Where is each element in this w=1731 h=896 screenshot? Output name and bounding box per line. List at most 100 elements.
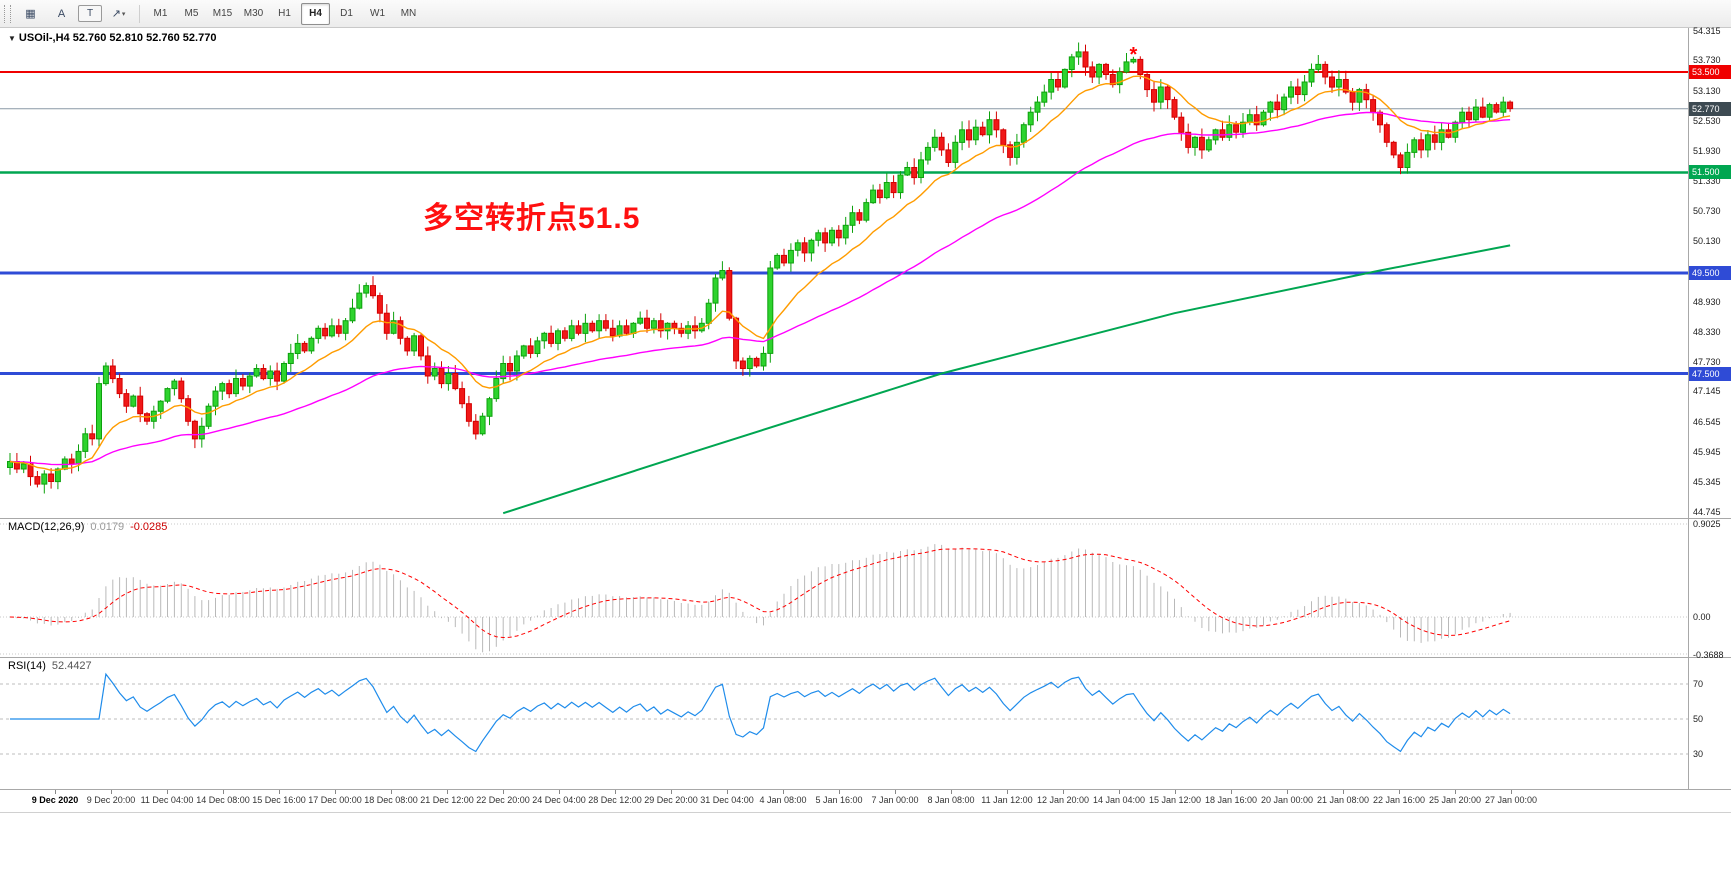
horizontal-level-lines[interactable] — [0, 71, 1688, 375]
time-label: 22 Jan 16:00 — [1372, 795, 1426, 805]
time-axis-tick — [279, 790, 280, 794]
time-label: 21 Jan 08:00 — [1316, 795, 1370, 805]
time-label: 27 Jan 00:00 — [1484, 795, 1538, 805]
macd-scale-tick: 0.9025 — [1693, 519, 1721, 529]
symbol-ohlc-text: USOil-,H4 52.760 52.810 52.760 52.770 — [18, 32, 217, 44]
rsi-name: RSI(14) — [8, 660, 46, 672]
level-price-badge: 47.500 — [1689, 367, 1731, 381]
time-label: 21 Dec 12:00 — [420, 795, 474, 805]
macd-label: MACD(12,26,9) 0.0179 -0.0285 — [8, 521, 167, 533]
time-label: 24 Dec 04:00 — [532, 795, 586, 805]
time-label: 4 Jan 08:00 — [759, 795, 807, 805]
symbol-readout: ▼ USOil-,H4 52.760 52.810 52.760 52.770 — [8, 32, 216, 44]
time-axis-tick — [951, 790, 952, 794]
rsi-label: RSI(14) 52.4427 — [8, 660, 92, 672]
time-axis-tick — [615, 790, 616, 794]
macd-histogram — [16, 544, 1511, 653]
level-price-badge: 51.500 — [1689, 165, 1731, 179]
cursor-tool-icon[interactable]: A — [57, 7, 66, 20]
tf-button-M15[interactable]: M15 — [212, 8, 233, 19]
collapse-arrow-icon[interactable]: ▼ — [8, 34, 16, 43]
price-tick: 51.330 — [1693, 176, 1721, 186]
time-axis-tick — [1063, 790, 1064, 794]
tf-button-M5[interactable]: M5 — [184, 8, 199, 19]
price-tick: 45.945 — [1693, 447, 1721, 457]
time-label: 18 Dec 08:00 — [364, 795, 418, 805]
toolbar-separator — [139, 4, 140, 23]
tf-button-D1[interactable]: D1 — [340, 8, 353, 19]
time-axis-tick — [223, 790, 224, 794]
level-price-badge: 49.500 — [1689, 266, 1731, 280]
chart-grid-tool-icon[interactable]: ▦ — [25, 8, 36, 20]
time-label: 20 Jan 00:00 — [1260, 795, 1314, 805]
panel-divider-main-macd[interactable] — [0, 518, 1731, 519]
time-axis-tick — [1399, 790, 1400, 794]
text-tool-icon[interactable]: T — [78, 5, 102, 22]
time-label: 31 Dec 04:00 — [700, 795, 754, 805]
candlesticks — [7, 42, 1514, 494]
axis-bottom-line — [0, 812, 1731, 813]
macd-signal-line — [9, 548, 1511, 639]
price-tick: 54.315 — [1693, 26, 1721, 36]
time-label: 11 Jan 12:00 — [981, 795, 1033, 805]
price-tick: 53.730 — [1693, 55, 1721, 65]
time-label: 18 Jan 16:00 — [1204, 795, 1258, 805]
tf-button-H4[interactable]: H4 — [301, 2, 330, 25]
time-label: 28 Dec 12:00 — [588, 795, 642, 805]
star-marker[interactable]: * — [1130, 44, 1138, 66]
toolbar-drag-handle[interactable] — [4, 4, 11, 23]
time-label: 11 Dec 04:00 — [140, 795, 194, 805]
price-tick: 46.545 — [1693, 417, 1721, 427]
time-axis-tick — [671, 790, 672, 794]
rsi-canvas[interactable] — [0, 658, 1688, 789]
main-chart-canvas[interactable]: * — [0, 28, 1688, 518]
time-axis-tick — [447, 790, 448, 794]
time-axis-tick — [1007, 790, 1008, 794]
time-axis-tick — [559, 790, 560, 794]
price-tick: 44.745 — [1693, 507, 1721, 517]
drawing-tool-group: ▦ A T ↗ ▾ — [15, 3, 134, 25]
time-axis-tick — [167, 790, 168, 794]
price-tick: 51.930 — [1693, 146, 1721, 156]
time-axis-tick — [111, 790, 112, 794]
tf-button-M30[interactable]: M30 — [243, 8, 264, 19]
medium-ma-line — [9, 111, 1511, 466]
price-scale-separator — [1688, 28, 1689, 812]
time-label: 9 Dec 20:00 — [86, 795, 136, 805]
rsi-scale-tick: 70 — [1693, 679, 1704, 689]
tf-button-H1[interactable]: H1 — [278, 8, 291, 19]
rsi-line — [10, 672, 1511, 753]
time-label: 17 Dec 00:00 — [308, 795, 362, 805]
price-tick: 45.345 — [1693, 477, 1721, 487]
time-axis-tick — [391, 790, 392, 794]
dropdown-caret-icon[interactable]: ▾ — [121, 10, 126, 18]
chart-annotation-text[interactable]: 多空转折点51.5 — [423, 202, 641, 235]
time-axis-tick — [1455, 790, 1456, 794]
panel-divider-macd-rsi[interactable] — [0, 657, 1731, 658]
tf-button-M1[interactable]: M1 — [153, 8, 168, 19]
time-axis-tick — [783, 790, 784, 794]
tf-button-W1[interactable]: W1 — [370, 8, 385, 19]
time-label: 5 Jan 16:00 — [815, 795, 863, 805]
rsi-scale-tick: 50 — [1693, 714, 1704, 724]
macd-scale-tick: 0.00 — [1693, 612, 1711, 622]
time-label: 15 Dec 16:00 — [252, 795, 306, 805]
timeframe-group: M1 M5 M15 M30 H1 H4 D1 W1 MN — [145, 2, 424, 25]
time-axis-tick — [335, 790, 336, 794]
tf-button-MN[interactable]: MN — [400, 8, 417, 19]
slow-ma-line — [502, 244, 1511, 515]
macd-main-value: 0.0179 — [90, 521, 125, 533]
time-label: 25 Jan 20:00 — [1428, 795, 1482, 805]
level-price-badge: 53.500 — [1689, 65, 1731, 79]
time-axis[interactable]: 9 Dec 2020 9 Dec 20:00 11 Dec 04:00 14 Dec … — [0, 790, 1731, 812]
price-tick: 47.730 — [1693, 357, 1721, 367]
macd-name: MACD(12,26,9) — [8, 521, 85, 533]
panel-divider-rsi-axis[interactable] — [0, 789, 1731, 790]
price-tick: 48.330 — [1693, 327, 1721, 337]
draw-tool-icon[interactable]: ↗ ▾ — [111, 8, 126, 20]
macd-canvas[interactable] — [0, 519, 1688, 657]
fast-ma-line — [9, 75, 1511, 472]
time-label: 15 Jan 12:00 — [1148, 795, 1202, 805]
time-axis-tick — [1343, 790, 1344, 794]
